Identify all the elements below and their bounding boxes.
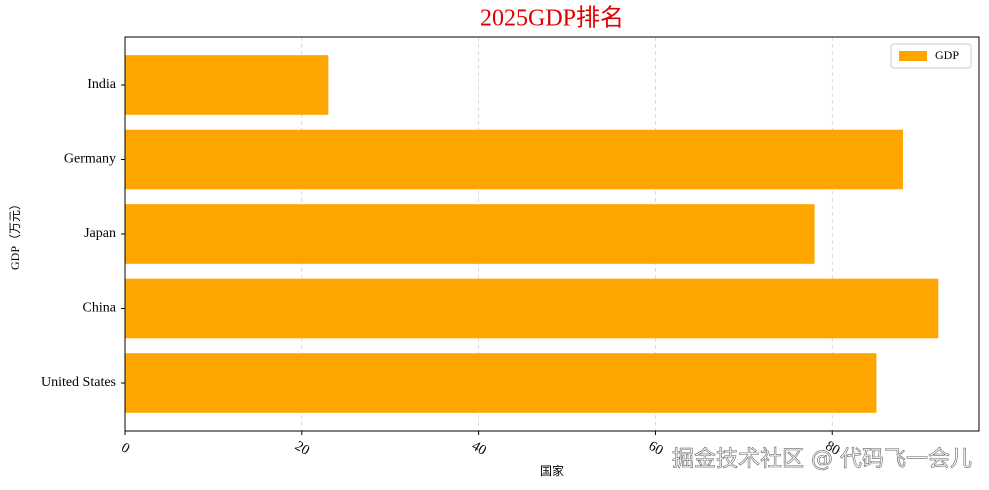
bar: [125, 129, 903, 190]
x-tick-label: 60: [646, 439, 666, 459]
bar: [125, 55, 329, 115]
y-axis-label: GDP（万元）: [8, 198, 22, 270]
legend-label: GDP: [935, 48, 959, 62]
bar: [125, 353, 877, 413]
y-tick-label: India: [87, 77, 117, 92]
legend-swatch: [899, 51, 927, 61]
x-tick-label: 40: [469, 439, 489, 459]
y-tick-label: China: [83, 301, 117, 316]
x-axis-label: 国家: [540, 463, 564, 478]
y-tick-label: Japan: [84, 226, 116, 241]
watermark: 掘金技术社区 @ 代码飞一会儿: [672, 447, 972, 472]
bar: [125, 278, 939, 339]
x-tick-label: 80: [823, 439, 843, 459]
x-tick-label: 20: [292, 439, 312, 459]
y-tick-label: United States: [41, 375, 116, 390]
legend-box: [890, 43, 972, 69]
y-tick-label: Germany: [64, 152, 116, 167]
legend: GDP: [890, 43, 972, 69]
plot-frame: [124, 36, 980, 432]
chart-title: 2025GDP排名: [480, 5, 624, 32]
bar: [125, 204, 815, 264]
